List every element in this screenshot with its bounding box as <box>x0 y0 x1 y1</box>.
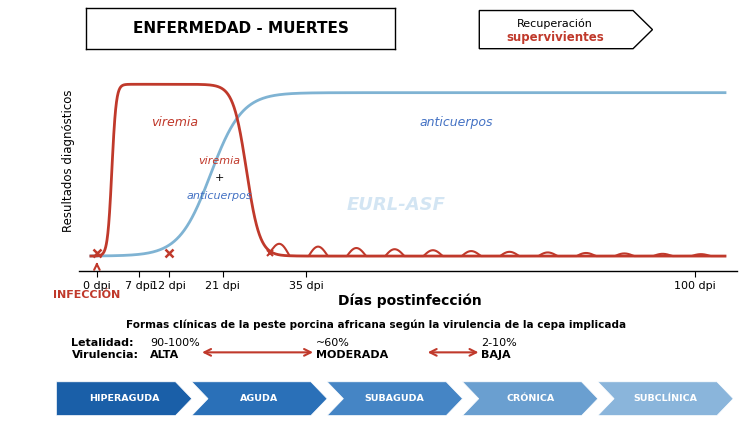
Text: HIPERAGUDA: HIPERAGUDA <box>89 394 159 403</box>
Polygon shape <box>192 382 327 415</box>
Text: BAJA: BAJA <box>481 350 511 360</box>
Text: Formas clínicas de la peste porcina africana según la virulencia de la cepa impl: Formas clínicas de la peste porcina afri… <box>126 319 626 330</box>
Text: MODERADA: MODERADA <box>316 350 388 360</box>
Text: CRÓNICA: CRÓNICA <box>506 394 554 403</box>
Polygon shape <box>462 382 598 415</box>
Text: supervivientes: supervivientes <box>506 31 604 44</box>
Polygon shape <box>327 382 462 415</box>
Text: ALTA: ALTA <box>150 350 180 360</box>
Polygon shape <box>598 382 733 415</box>
Text: Días postinfección: Días postinfección <box>338 294 482 308</box>
Text: ENFERMEDAD - MUERTES: ENFERMEDAD - MUERTES <box>132 21 349 36</box>
Text: +: + <box>215 173 224 183</box>
Text: AGUDA: AGUDA <box>241 394 278 403</box>
Text: 90-100%: 90-100% <box>150 338 200 349</box>
Y-axis label: Resultados diagnósticos: Resultados diagnósticos <box>62 90 74 232</box>
Text: ~60%: ~60% <box>316 338 350 349</box>
Text: Virulencia:: Virulencia: <box>71 350 138 360</box>
Text: SUBCLÍNICA: SUBCLÍNICA <box>633 394 698 403</box>
Text: 2-10%: 2-10% <box>481 338 517 349</box>
Text: EURL-ASF: EURL-ASF <box>347 196 445 214</box>
Text: SUBAGUDA: SUBAGUDA <box>365 394 425 403</box>
Polygon shape <box>479 11 653 49</box>
Text: viremia: viremia <box>199 156 241 166</box>
Text: Recuperación: Recuperación <box>517 18 593 29</box>
Text: Letalidad:: Letalidad: <box>71 338 134 349</box>
Text: anticuerpos: anticuerpos <box>186 192 253 201</box>
Polygon shape <box>56 382 192 415</box>
Text: viremia: viremia <box>150 116 198 129</box>
Text: anticuerpos: anticuerpos <box>420 116 493 129</box>
Text: INFECCIÓN: INFECCIÓN <box>53 290 120 300</box>
